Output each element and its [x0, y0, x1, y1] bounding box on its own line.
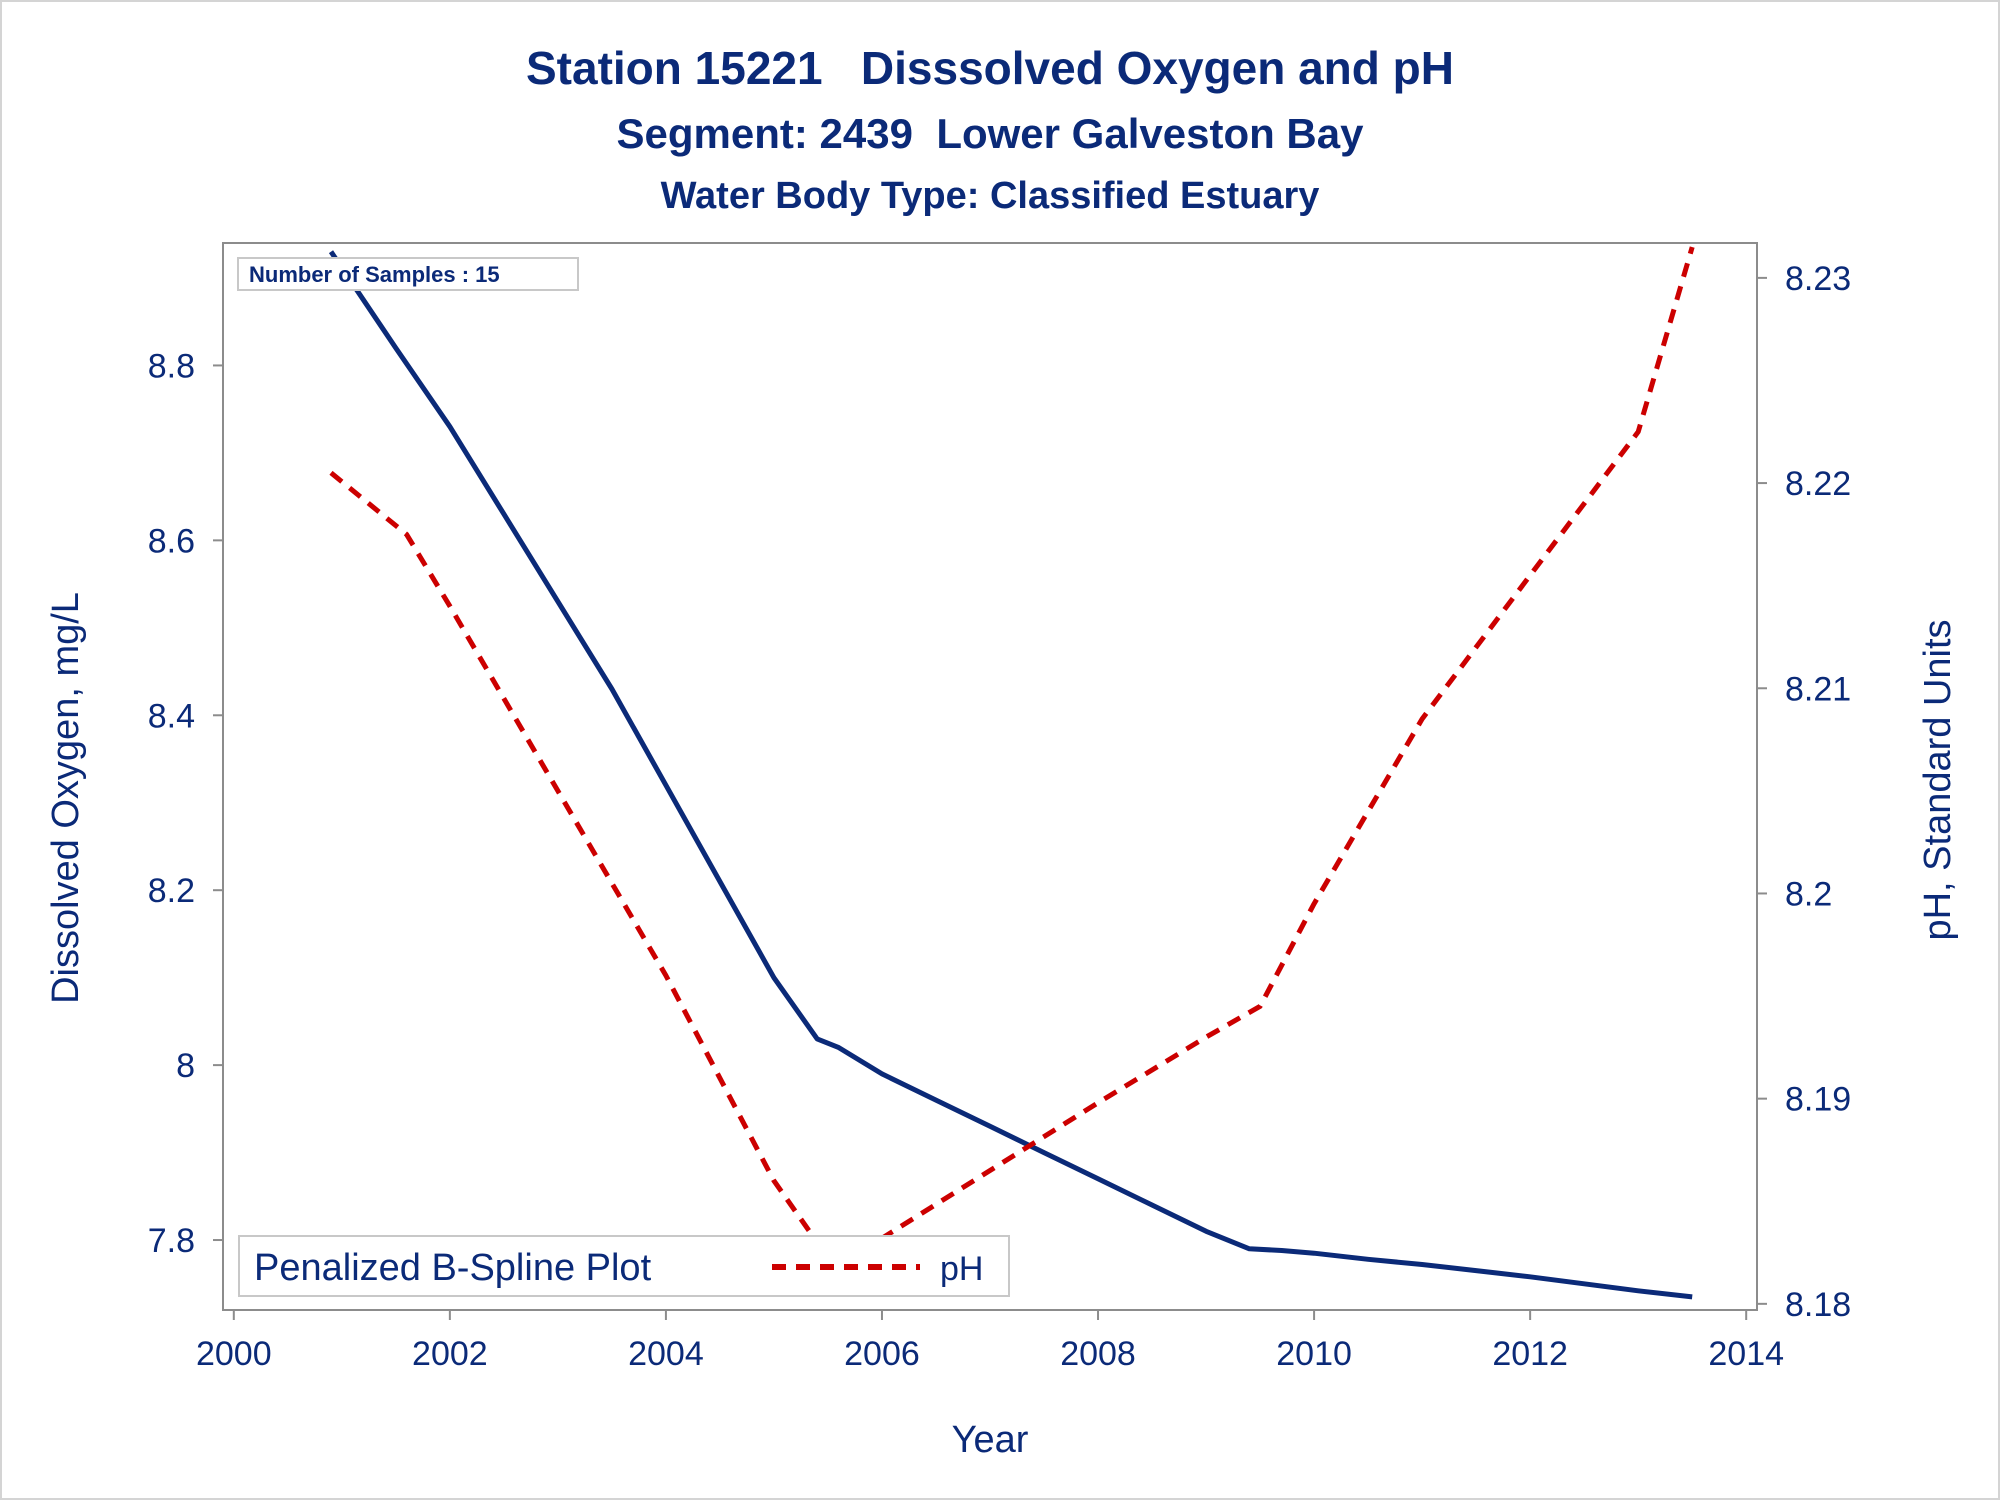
y-left-tick-label-0: 7.8	[148, 1222, 195, 1260]
data-lines	[328, 246, 1695, 1300]
x-axis: 2000 2002 2004 2006 2008 2010 2012 2014	[196, 1310, 1784, 1373]
y-left-tick-label-4: 8.6	[148, 522, 195, 560]
y-axis-left: 7.8 8 8.2 8.4 8.6 8.8	[148, 347, 223, 1260]
legend-label-ph: pH	[940, 1250, 983, 1288]
x-tick-label-7: 2014	[1708, 1335, 1784, 1373]
x-tick-label-3: 2006	[844, 1335, 920, 1373]
y-right-tick-label-0: 8.18	[1785, 1286, 1851, 1324]
sample-count-label: Number of Samples : 15	[249, 262, 500, 287]
x-tick-label-6: 2012	[1492, 1335, 1568, 1373]
sample-count-border	[237, 257, 579, 291]
chart-subtitle: Segment: 2439 Lower Galveston Bay	[617, 110, 1365, 157]
y-axis-left-label: Dissolved Oxygen, mg/L	[45, 592, 87, 1004]
y-left-tick-label-2: 8.2	[148, 872, 195, 910]
legend: Penalized B-Spline Plot pH	[238, 1235, 1010, 1297]
chart-title: Station 15221 Disssolved Oxygen and pH	[526, 42, 1454, 94]
y-left-tick-label-5: 8.8	[148, 347, 195, 385]
y-right-tick-label-5: 8.23	[1785, 260, 1851, 298]
x-tick-label-1: 2002	[412, 1335, 488, 1373]
legend-title: Penalized B-Spline Plot	[254, 1247, 652, 1289]
y-right-tick-label-1: 8.19	[1785, 1081, 1851, 1119]
y-right-tick-label-3: 8.21	[1785, 670, 1851, 708]
series-dissolved-oxygen-line	[328, 250, 1693, 1300]
y-left-tick-label-3: 8.4	[148, 697, 195, 735]
series-ph-line	[329, 246, 1695, 1276]
x-axis-label: Year	[952, 1419, 1029, 1461]
x-tick-label-2: 2004	[628, 1335, 704, 1373]
y-axis-right: 8.18 8.19 8.2 8.21 8.22 8.23	[1757, 260, 1851, 1324]
x-tick-label-5: 2010	[1276, 1335, 1352, 1373]
sample-count-box: Number of Samples : 15	[237, 257, 579, 291]
y-axis-right-label: pH, Standard Units	[1917, 619, 1959, 940]
x-tick-label-4: 2008	[1060, 1335, 1136, 1373]
x-tick-label-0: 2000	[196, 1335, 272, 1373]
y-right-tick-label-4: 8.22	[1785, 465, 1851, 503]
y-left-tick-label-1: 8	[176, 1047, 195, 1085]
plot-area	[222, 242, 1758, 1311]
chart-subtitle-2: Water Body Type: Classified Estuary	[661, 175, 1320, 217]
y-right-tick-label-2: 8.2	[1785, 875, 1832, 913]
